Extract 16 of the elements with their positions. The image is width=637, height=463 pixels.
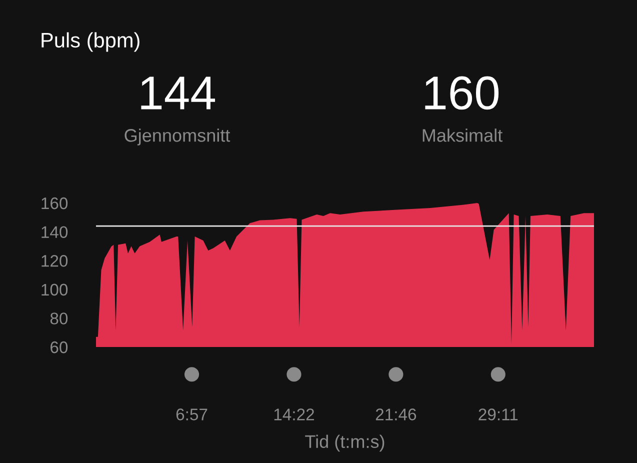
text: 160 <box>425 76 499 110</box>
chart-title: Puls (bpm) <box>42 32 140 52</box>
text: Gjennomsnitt <box>124 128 230 146</box>
y-tick-label: 80 <box>50 312 68 324</box>
y-tick-label: 160 <box>42 197 68 210</box>
y-tick-label: 120 <box>42 255 68 267</box>
x-axis-title: Tid (t:m:s) <box>305 434 384 452</box>
x-tick-label: 14:22 <box>274 408 314 420</box>
x-tick-label: 29:11 <box>478 408 518 420</box>
text: 144 <box>141 76 216 110</box>
x-tick-label: 6:57 <box>176 408 208 420</box>
x-tick-label: 21:46 <box>376 408 416 420</box>
y-tick-label: 100 <box>42 284 68 296</box>
y-tick-label: 140 <box>42 226 68 238</box>
text: Maksimalt <box>422 128 502 142</box>
y-tick-label: 60 <box>50 341 68 354</box>
